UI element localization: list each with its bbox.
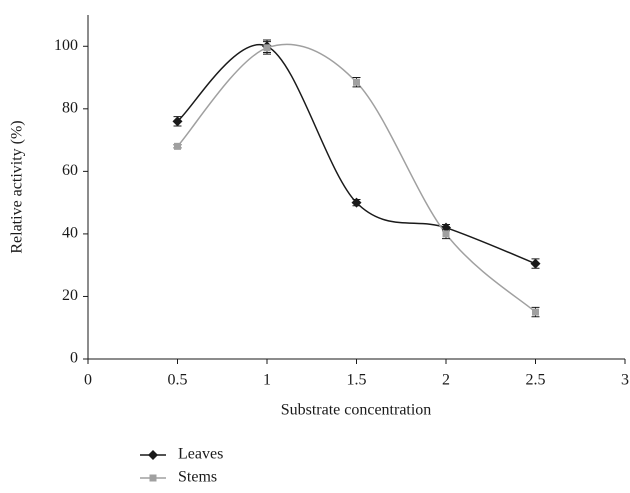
data-point <box>530 258 541 269</box>
y-tick-label: 80 <box>62 99 78 116</box>
series-line <box>177 43 536 265</box>
x-tick-label: 0.5 <box>168 372 188 389</box>
legend-marker <box>149 474 157 482</box>
data-point <box>351 197 362 208</box>
data-point <box>174 142 181 150</box>
legend-label: Stems <box>178 469 217 486</box>
y-tick-label: 0 <box>70 350 78 367</box>
data-point <box>263 44 271 52</box>
x-tick-label: 2 <box>442 372 450 389</box>
y-tick-label: 100 <box>54 37 78 54</box>
x-tick-label: 1.5 <box>347 372 367 389</box>
x-axis-label: Substrate concentration <box>281 402 432 419</box>
legend-label: Leaves <box>178 446 223 463</box>
data-point <box>532 308 539 316</box>
y-tick-label: 60 <box>62 162 78 179</box>
y-tick-label: 20 <box>62 287 78 304</box>
legend-marker <box>148 450 158 460</box>
data-point <box>172 116 183 127</box>
data-point <box>442 230 450 238</box>
x-tick-label: 3 <box>621 372 629 389</box>
x-tick-label: 2.5 <box>526 372 546 389</box>
y-axis-label: Relative activity (%) <box>9 120 26 253</box>
y-tick-label: 40 <box>62 225 78 242</box>
x-tick-label: 0 <box>84 372 92 389</box>
data-point <box>353 78 360 86</box>
x-tick-label: 1 <box>263 372 271 389</box>
